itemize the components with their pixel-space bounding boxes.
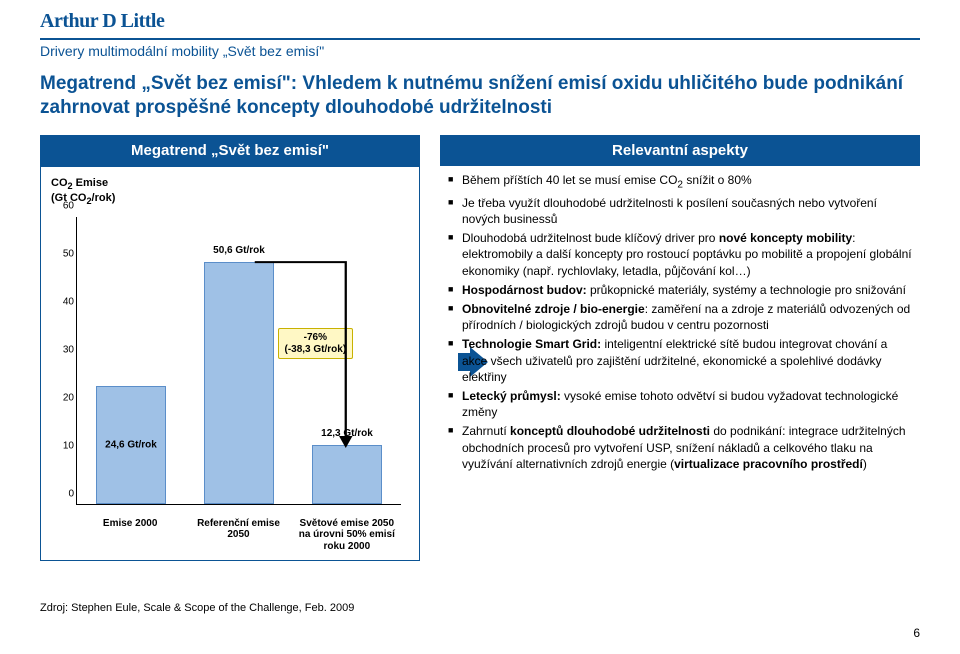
brand-logo: Arthur D Little xyxy=(40,10,164,33)
source-citation: Zdroj: Stephen Eule, Scale & Scope of th… xyxy=(40,602,354,614)
aspect-item: Dlouhodobá udržitelnost bude klíčový dri… xyxy=(448,230,914,279)
y-tick: 50 xyxy=(63,249,74,260)
aspect-item: Zahrnutí konceptů dlouhodobé udržitelnos… xyxy=(448,423,914,472)
chart-area: 0102030405060 24,6 Gt/rok50,6 Gt/rok12,3… xyxy=(76,217,401,505)
y-tick: 40 xyxy=(63,297,74,308)
x-axis-label: Světové emise 2050 na úrovni 50% emisí r… xyxy=(298,518,396,553)
y-tick: 0 xyxy=(68,489,74,500)
aspect-item: Obnovitelné zdroje / bio-energie: zaměře… xyxy=(448,301,914,333)
panel-left-title: Megatrend „Svět bez emisí" xyxy=(40,135,420,166)
aspect-item: Během příštích 40 let se musí emise CO2 … xyxy=(448,172,914,192)
panel-right: Relevantní aspekty Během příštích 40 let… xyxy=(440,135,920,561)
x-axis-label: Referenční emise 2050 xyxy=(190,518,288,553)
delta-arrow xyxy=(76,217,401,505)
y-tick: 10 xyxy=(63,441,74,452)
y-tick: 20 xyxy=(63,393,74,404)
aspect-item: Technologie Smart Grid: inteligentní ele… xyxy=(448,336,914,385)
aspect-item: Je třeba využít dlouhodobé udržitelnosti… xyxy=(448,195,914,227)
y-axis: 0102030405060 xyxy=(51,217,76,505)
page-headline: Megatrend „Svět bez emisí": Vhledem k nu… xyxy=(40,72,920,120)
page-number: 6 xyxy=(913,626,920,640)
y-tick: 60 xyxy=(63,201,74,212)
chart-x-labels: Emise 2000 Referenční emise 2050 Světové e… xyxy=(76,518,401,553)
aspect-item: Hospodárnost budov: průkopnické materiál… xyxy=(448,282,914,298)
page-subtitle: Drivery multimodální mobility „Svět bez … xyxy=(40,43,920,59)
aspects-list: Během příštích 40 let se musí emise CO2 … xyxy=(440,166,920,481)
subtitle-band: Drivery multimodální mobility „Svět bez … xyxy=(40,38,920,59)
chart-y-title: CO2 Emise(Gt CO2/rok) xyxy=(51,177,115,206)
co2-chart: CO2 Emise(Gt CO2/rok) 0102030405060 24,6… xyxy=(40,166,420,561)
aspect-item: Letecký průmysl: vysoké emise tohoto odv… xyxy=(448,388,914,420)
x-axis-label: Emise 2000 xyxy=(81,518,179,553)
y-tick: 30 xyxy=(63,345,74,356)
panel-right-title: Relevantní aspekty xyxy=(440,135,920,166)
panel-left: Megatrend „Svět bez emisí" CO2 Emise(Gt … xyxy=(40,135,420,561)
